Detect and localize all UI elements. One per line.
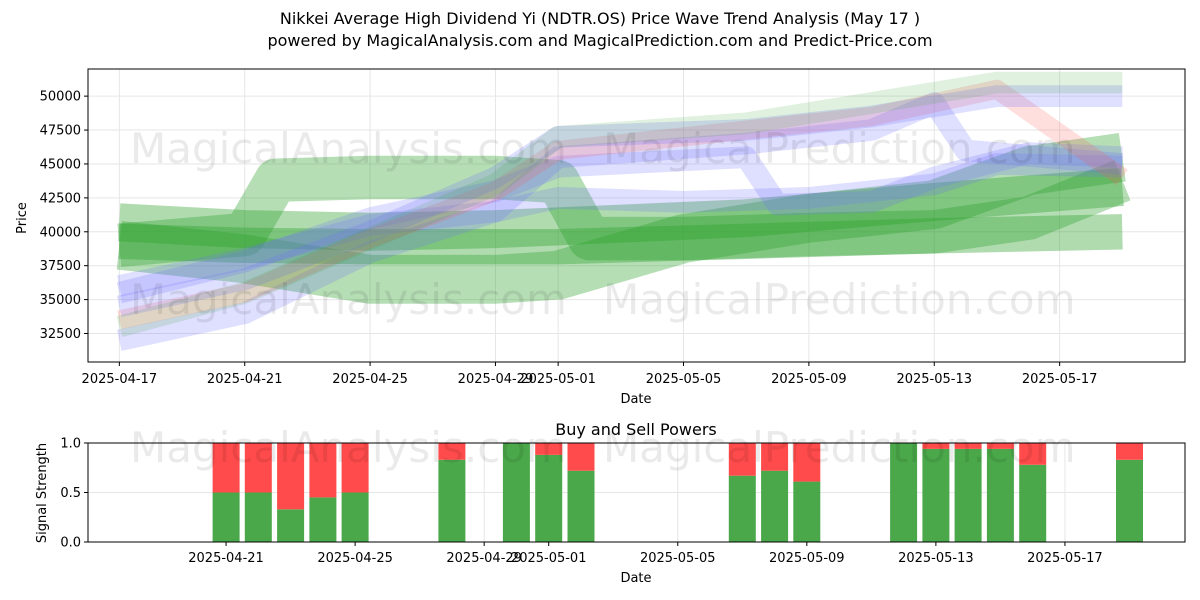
sell-power-bar [535, 443, 563, 455]
signal-x-tick-label: 2025-05-09 [769, 551, 845, 566]
buy-power-bar [567, 470, 595, 542]
sell-power-bar [277, 443, 305, 510]
signal-y-tick-label: 0.5 [60, 486, 81, 501]
sell-power-bar [922, 443, 950, 449]
price-y-tick-label: 40000 [40, 225, 81, 240]
price-wave-band [117, 92, 1124, 351]
price-y-tick-label: 37500 [40, 259, 81, 274]
price-x-tick-label: 2025-05-05 [646, 372, 722, 387]
price-wave-band [117, 85, 1123, 318]
price-x-tick-label: 2025-04-17 [82, 372, 158, 387]
signal-title: Buy and Sell Powers [555, 420, 717, 439]
signal-x-tick-label: 2025-05-05 [640, 551, 716, 566]
watermark-mid-left: MagicalAnalysis.com [130, 275, 567, 324]
signal-y-tick-label: 0.0 [60, 536, 81, 551]
price-y-tick-label: 42500 [40, 191, 81, 206]
price-wave-band [116, 133, 1126, 304]
signal-x-tick-label: 2025-05-01 [511, 551, 587, 566]
buy-power-bar [341, 492, 369, 542]
sell-power-bar [954, 443, 982, 449]
price-x-tick-label: 2025-04-21 [207, 372, 283, 387]
buy-power-bar [535, 454, 563, 542]
sell-power-bar [1116, 443, 1143, 460]
watermark-bottom-left: MagicalAnalysis.com [130, 423, 567, 472]
buy-power-bar [890, 443, 918, 542]
buy-power-bar [438, 459, 466, 542]
buy-power-bar [309, 497, 337, 542]
signal-x-tick-label: 2025-04-21 [188, 551, 264, 566]
signal-x-ticks: 2025-04-21 2025-04-25 2025-04-292025-05-01… [188, 542, 1103, 566]
sell-power-bar [793, 443, 821, 482]
price-wave-band [116, 142, 1123, 304]
price-y-tick-label: 35000 [40, 293, 81, 308]
buy-power-bar [277, 509, 305, 542]
price-wave-band [116, 71, 1123, 338]
buy-power-bar [954, 448, 982, 542]
sell-power-bar [244, 443, 272, 493]
price-x-tick-label: 2025-05-17 [1022, 372, 1098, 387]
price-wave-band [117, 79, 1128, 330]
chart-title-line1: Nikkei Average High Dividend Yi (NDTR.OS… [279, 9, 921, 28]
price-x-ticks: 2025-04-17 2025-04-21 2025-04-25 2025-04-29… [82, 362, 1098, 387]
sell-power-bar [309, 443, 337, 498]
buy-power-bar [212, 492, 240, 542]
price-wave-band [118, 214, 1123, 265]
sell-power-bar [341, 443, 369, 493]
sell-power-bar [567, 443, 595, 471]
signal-x-tick-label: 2025-05-13 [898, 551, 974, 566]
buy-power-bar [502, 443, 530, 542]
sell-power-bar [212, 443, 240, 493]
watermark-top-right: MagicalPrediction.com [603, 124, 1076, 173]
price-wave-band [117, 153, 1123, 297]
chart-title-line2: powered by MagicalAnalysis.com and Magic… [267, 31, 933, 50]
price-wave-band [118, 168, 1124, 251]
signal-x-tick-label: 2025-05-17 [1027, 551, 1103, 566]
price-plot-bg [88, 69, 1185, 362]
signal-x-tick-label: 2025-04-25 [317, 551, 393, 566]
price-x-tick-label: 2025-05-09 [771, 372, 847, 387]
signal-x-label: Date [620, 571, 651, 586]
price-y-tick-label: 45000 [40, 157, 81, 172]
price-y-label: Price [15, 202, 30, 234]
price-x-tick-label: 2025-04-29 [458, 372, 534, 387]
buy-power-bar [793, 481, 821, 542]
price-plot-frame [87, 68, 1186, 363]
price-x-tick-label: 2025-04-25 [332, 372, 408, 387]
signal-y-ticks: 0.0 0.5 1.0 [60, 437, 88, 551]
signal-x-tick-label: 2025-04-29 [446, 551, 522, 566]
signal-bars [212, 443, 1143, 542]
price-y-tick-label: 32500 [40, 327, 81, 342]
price-y-tick-label: 47500 [40, 124, 81, 139]
watermark-mid-right: MagicalPrediction.com [603, 275, 1076, 324]
buy-power-bar [922, 448, 950, 542]
sell-power-bar [986, 443, 1014, 449]
price-y-tick-label: 50000 [40, 90, 81, 105]
price-y-ticks: 32500 35000 37500 40000 42500 45000 47500 50000 [40, 90, 88, 342]
sell-power-bar [728, 443, 756, 476]
signal-y-tick-label: 1.0 [60, 437, 81, 452]
buy-power-bar [1116, 459, 1143, 542]
buy-power-bar [244, 492, 272, 542]
signal-y-label: Signal Strength [35, 443, 50, 543]
price-x-tick-label: 2025-05-01 [520, 372, 596, 387]
price-x-label: Date [620, 392, 651, 407]
sell-power-bar [1019, 443, 1047, 465]
buy-power-bar [1019, 464, 1047, 542]
price-bands [116, 71, 1131, 351]
sell-power-bar [438, 443, 466, 460]
buy-power-bar [986, 448, 1014, 542]
price-panel: MagicalAnalysis.com MagicalPrediction.co… [15, 68, 1186, 407]
buy-power-bar [761, 470, 789, 542]
price-x-tick-label: 2025-05-13 [896, 372, 972, 387]
price-wave-band [117, 155, 1131, 267]
price-grid [88, 69, 1185, 362]
buy-power-bar [728, 475, 756, 542]
signal-panel: Buy and Sell Powers MagicalAnalysis.com … [35, 420, 1186, 586]
sell-power-bar [761, 443, 789, 471]
watermark-top-left: MagicalAnalysis.com [130, 124, 567, 173]
watermark-bottom-right: MagicalPrediction.com [603, 423, 1076, 472]
